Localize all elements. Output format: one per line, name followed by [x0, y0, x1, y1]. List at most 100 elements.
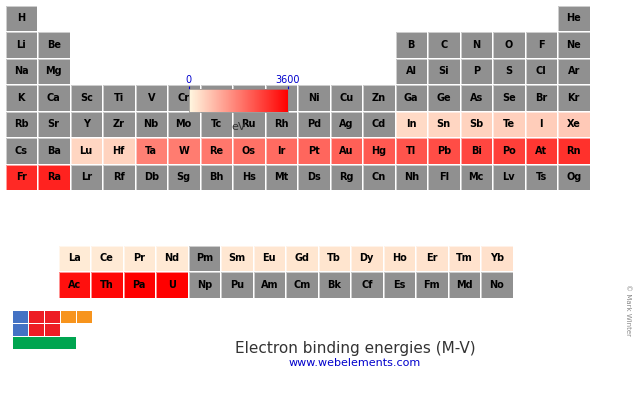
- Text: Rf: Rf: [113, 172, 125, 182]
- Bar: [461, 164, 492, 190]
- Text: Pr: Pr: [133, 253, 145, 263]
- Bar: [383, 272, 415, 298]
- Bar: [461, 112, 492, 137]
- Text: Yb: Yb: [490, 253, 504, 263]
- Bar: [38, 85, 70, 110]
- Bar: [525, 138, 557, 164]
- Bar: [6, 112, 37, 137]
- Text: www.webelements.com: www.webelements.com: [289, 358, 421, 368]
- Bar: [428, 85, 460, 110]
- Text: S: S: [505, 66, 512, 76]
- Bar: [286, 246, 317, 271]
- Bar: [200, 138, 232, 164]
- Text: In: In: [406, 119, 417, 129]
- Text: © Mark Winter: © Mark Winter: [625, 284, 631, 336]
- Bar: [525, 164, 557, 190]
- Bar: [70, 164, 102, 190]
- Text: Np: Np: [196, 280, 212, 290]
- Text: Pb: Pb: [436, 146, 451, 156]
- Bar: [416, 272, 447, 298]
- Bar: [428, 85, 460, 110]
- Text: Es: Es: [393, 280, 405, 290]
- Bar: [493, 138, 525, 164]
- Bar: [70, 112, 102, 137]
- Bar: [461, 32, 492, 58]
- Bar: [525, 164, 557, 190]
- Bar: [461, 58, 492, 84]
- Text: eV: eV: [231, 122, 246, 132]
- Bar: [428, 32, 460, 58]
- Bar: [253, 272, 285, 298]
- Text: Al: Al: [406, 66, 417, 76]
- Bar: [461, 112, 492, 137]
- Text: Nd: Nd: [164, 253, 179, 263]
- Text: Ho: Ho: [392, 253, 406, 263]
- Bar: [330, 85, 362, 110]
- Bar: [396, 138, 427, 164]
- Text: B: B: [408, 40, 415, 50]
- Bar: [558, 32, 589, 58]
- Text: Db: Db: [144, 172, 159, 182]
- Text: Rg: Rg: [339, 172, 353, 182]
- Text: Hs: Hs: [242, 172, 256, 182]
- Text: Y: Y: [83, 119, 90, 129]
- Bar: [136, 112, 167, 137]
- Text: Ag: Ag: [339, 119, 353, 129]
- Bar: [298, 138, 330, 164]
- Text: Fl: Fl: [438, 172, 449, 182]
- Bar: [168, 138, 200, 164]
- Text: Li: Li: [17, 40, 26, 50]
- Bar: [493, 164, 525, 190]
- Bar: [428, 58, 460, 84]
- Text: Ir: Ir: [277, 146, 285, 156]
- Bar: [396, 58, 427, 84]
- Text: Cs: Cs: [15, 146, 28, 156]
- Text: Cl: Cl: [536, 66, 547, 76]
- Text: K: K: [17, 93, 25, 103]
- Bar: [168, 85, 200, 110]
- Bar: [351, 272, 383, 298]
- Bar: [6, 6, 37, 31]
- Bar: [38, 32, 70, 58]
- Text: Zr: Zr: [113, 119, 125, 129]
- Bar: [363, 164, 394, 190]
- Bar: [428, 32, 460, 58]
- Bar: [221, 272, 253, 298]
- Text: Hg: Hg: [371, 146, 387, 156]
- Text: Sn: Sn: [436, 119, 451, 129]
- Bar: [70, 138, 102, 164]
- Text: Sc: Sc: [80, 93, 93, 103]
- Text: Og: Og: [566, 172, 581, 182]
- Text: Md: Md: [456, 280, 472, 290]
- Text: Rn: Rn: [566, 146, 581, 156]
- Text: Er: Er: [426, 253, 438, 263]
- Bar: [253, 246, 285, 271]
- Text: Rb: Rb: [14, 119, 29, 129]
- Bar: [481, 272, 513, 298]
- Text: Na: Na: [14, 66, 29, 76]
- Bar: [136, 85, 167, 110]
- Text: Br: Br: [535, 93, 547, 103]
- Bar: [286, 272, 317, 298]
- Bar: [461, 85, 492, 110]
- Text: Ce: Ce: [100, 253, 114, 263]
- Bar: [558, 138, 589, 164]
- Text: Tm: Tm: [456, 253, 472, 263]
- Text: Cn: Cn: [372, 172, 386, 182]
- Bar: [253, 272, 285, 298]
- Bar: [91, 246, 122, 271]
- Bar: [558, 85, 589, 110]
- Bar: [396, 138, 427, 164]
- Bar: [428, 164, 460, 190]
- Bar: [298, 112, 330, 137]
- Bar: [136, 164, 167, 190]
- Bar: [330, 85, 362, 110]
- Text: Ga: Ga: [404, 93, 419, 103]
- Bar: [233, 164, 264, 190]
- Bar: [58, 272, 90, 298]
- Bar: [45, 310, 60, 322]
- Bar: [70, 138, 102, 164]
- Bar: [396, 112, 427, 137]
- Bar: [6, 85, 37, 110]
- Text: Ge: Ge: [436, 93, 451, 103]
